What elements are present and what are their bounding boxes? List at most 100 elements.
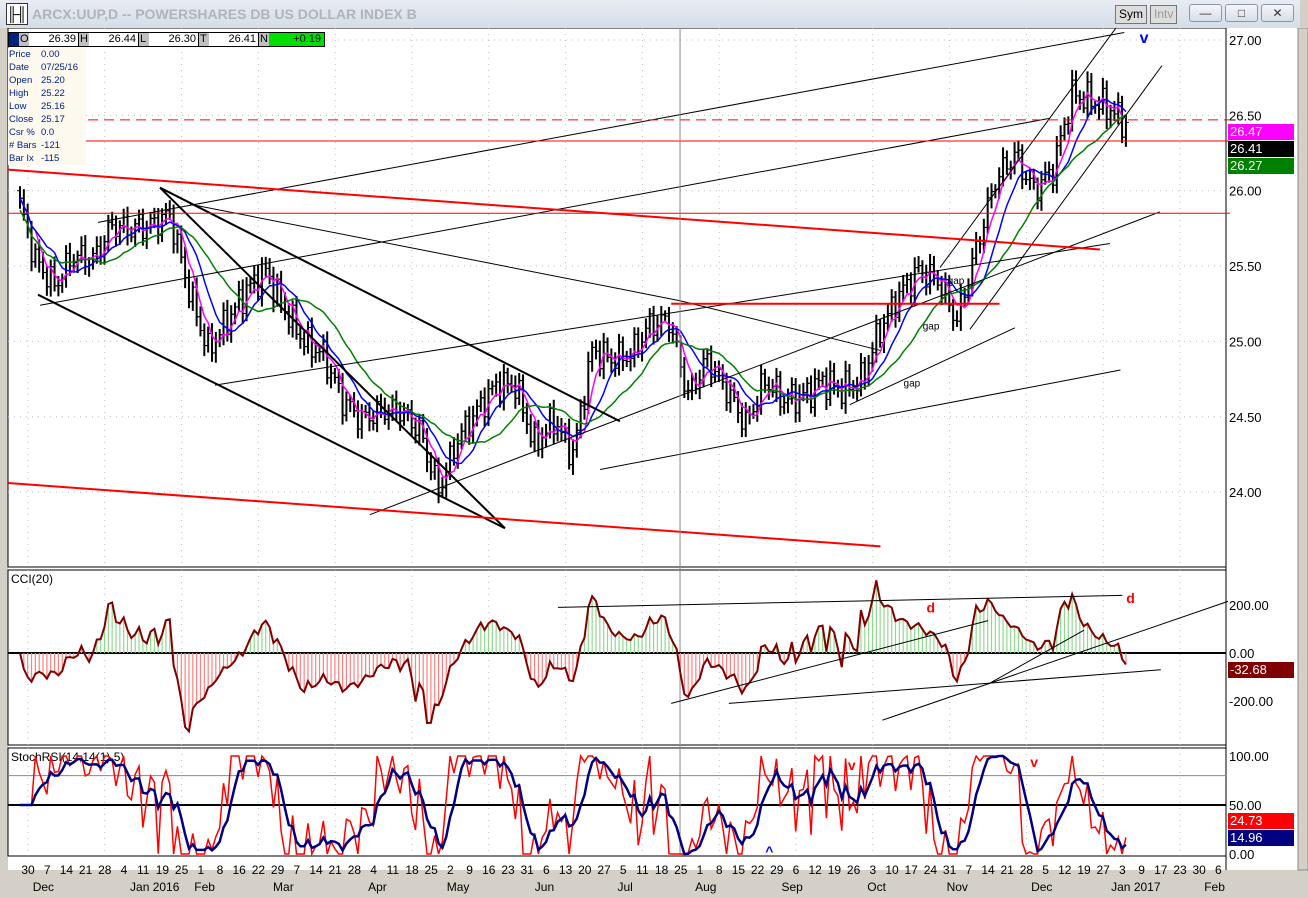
intv-button[interactable]: Intv xyxy=(1150,5,1178,24)
x-axis-day-label: 8 xyxy=(216,863,224,877)
cci-annotation: d xyxy=(1126,590,1135,606)
last-key: T xyxy=(199,33,209,46)
x-axis-month-label: May xyxy=(446,880,470,894)
x-axis-month-label: Jan 2017 xyxy=(1111,880,1161,894)
stoch-d-tag: 14.96 xyxy=(1228,830,1294,846)
trendline xyxy=(969,65,1163,330)
x-axis-month-label: Oct xyxy=(867,880,886,894)
x-axis-day-label: 4 xyxy=(370,863,377,877)
x-axis-day-label: 2 xyxy=(447,863,454,877)
last-value: 26.41 xyxy=(209,33,259,46)
x-axis-day-label: 21 xyxy=(328,863,342,877)
x-axis-day-label: 16 xyxy=(482,863,496,877)
chart-annotation: gap xyxy=(904,379,921,390)
cursor-info-box: Price 0.00 Date 07/25/16 Open 25.20 High 25.22 L… xyxy=(8,48,86,165)
chart-app-icon[interactable]: ╟╢ xyxy=(6,3,28,25)
x-axis-day-label: 12 xyxy=(1058,863,1072,877)
low-key: L xyxy=(139,33,149,46)
stochrsi-k-line xyxy=(20,753,1127,857)
sym-button[interactable]: Sym xyxy=(1115,5,1147,24)
x-axis-day-label: 14 xyxy=(59,863,74,877)
price-tick-label: 25.50 xyxy=(1229,259,1262,274)
cci-label: CCI(20) xyxy=(11,572,53,586)
last-price-tag: 26.41 xyxy=(1228,141,1294,157)
window-title: ARCX:UUP,D -- POWERSHARES DB US DOLLAR I… xyxy=(32,6,417,22)
stoch-tick-label: 50.00 xyxy=(1229,798,1262,813)
x-axis-day-label: 6 xyxy=(543,863,550,877)
info-key: Low xyxy=(9,101,27,112)
x-axis-day-label: 9 xyxy=(1138,863,1145,877)
price-tick-label: 24.50 xyxy=(1229,410,1262,425)
x-axis-month-label: Feb xyxy=(1204,880,1225,894)
x-axis-day-label: 25 xyxy=(424,863,438,877)
x-axis-month-label: Feb xyxy=(194,880,215,894)
x-axis-day-label: 18 xyxy=(654,863,669,877)
x-axis-day-label: 1 xyxy=(197,863,205,877)
info-value: -121 xyxy=(41,140,61,151)
net-key: N xyxy=(259,33,269,46)
cci-trendline xyxy=(882,600,1229,721)
stochrsi-d-line xyxy=(20,754,1127,856)
open-value: 26.39 xyxy=(29,33,79,46)
trendline xyxy=(849,327,1016,406)
info-key: Date xyxy=(9,62,30,73)
close-button[interactable]: ✕ xyxy=(1261,4,1294,22)
ohlc-readout: O 26.39 H 26.44 L 26.30 T 26.41 N +0.19 xyxy=(8,32,325,47)
minimize-button[interactable]: — xyxy=(1189,4,1222,22)
x-axis-day-label: 22 xyxy=(251,863,266,877)
info-row: # Bars -121 xyxy=(9,139,86,152)
x-axis-day-label: 30 xyxy=(1192,863,1206,877)
x-axis-day-label: 22 xyxy=(750,863,765,877)
x-axis-month-label: Nov xyxy=(946,880,968,894)
chart-background xyxy=(8,28,1300,870)
trendline xyxy=(214,242,1110,386)
x-axis-month-label: Dec xyxy=(32,880,55,894)
info-key: Bar Ix xyxy=(9,153,34,164)
info-key: Close xyxy=(9,114,34,125)
x-axis-day-label: 24 xyxy=(923,863,938,877)
ohlc-bar xyxy=(1122,115,1129,147)
info-row: Price 0.00 xyxy=(9,48,86,61)
cci-value-tag: -32.68 xyxy=(1228,662,1294,678)
stoch-tick-label: 0.00 xyxy=(1229,847,1254,862)
ohlc-marker xyxy=(9,33,19,46)
x-axis-day-label: 6 xyxy=(1215,863,1222,877)
x-axis-day-label: 28 xyxy=(98,863,112,877)
cci-trendline xyxy=(671,620,989,704)
chart-canvas[interactable]: 27.0026.5026.0025.5025.0024.5024.00200.0… xyxy=(0,28,1308,898)
stochrsi-annotation: v xyxy=(1030,754,1038,770)
title-bar: ╟╢ ARCX:UUP,D -- POWERSHARES DB US DOLLA… xyxy=(0,0,1300,28)
stochrsi-annotation: ^ xyxy=(765,843,773,859)
cci-trendline xyxy=(987,629,1085,685)
trendline xyxy=(7,482,881,548)
low-value: 26.30 xyxy=(149,33,199,46)
x-axis-day-label: 30 xyxy=(21,863,35,877)
x-axis-day-label: 1 xyxy=(696,863,704,877)
x-axis-day-label: 13 xyxy=(558,863,573,877)
x-axis-day-label: 17 xyxy=(904,863,918,877)
info-row: Csr % 0.0 xyxy=(9,126,86,139)
info-key: Csr % xyxy=(9,127,35,138)
maximize-button[interactable]: □ xyxy=(1225,4,1258,22)
x-axis-day-label: 16 xyxy=(232,863,246,877)
stoch-tick-label: 100.00 xyxy=(1229,749,1269,764)
moving-average-fast xyxy=(19,91,1127,479)
x-axis-month-label: Jul xyxy=(617,880,633,894)
high-key: H xyxy=(79,33,89,46)
x-axis-day-label: 11 xyxy=(136,863,150,877)
x-axis-day-label: 7 xyxy=(43,863,51,877)
info-value: 0.0 xyxy=(41,127,55,138)
info-key: Open xyxy=(9,75,33,86)
x-axis-day-label: 23 xyxy=(501,863,515,877)
adjacent-window-edge xyxy=(1297,28,1308,871)
trendline xyxy=(939,28,1117,268)
info-row: Open 25.20 xyxy=(9,74,86,87)
x-axis-day-label: 29 xyxy=(770,863,784,877)
price-tick-label: 27.00 xyxy=(1229,33,1262,48)
cci-trendline xyxy=(728,669,1161,704)
open-key: O xyxy=(19,33,29,46)
x-axis-day-label: 21 xyxy=(1000,863,1014,877)
price-tick-label: 26.00 xyxy=(1229,184,1262,199)
x-axis-month-label: Apr xyxy=(368,880,387,894)
trendline xyxy=(7,168,1101,251)
